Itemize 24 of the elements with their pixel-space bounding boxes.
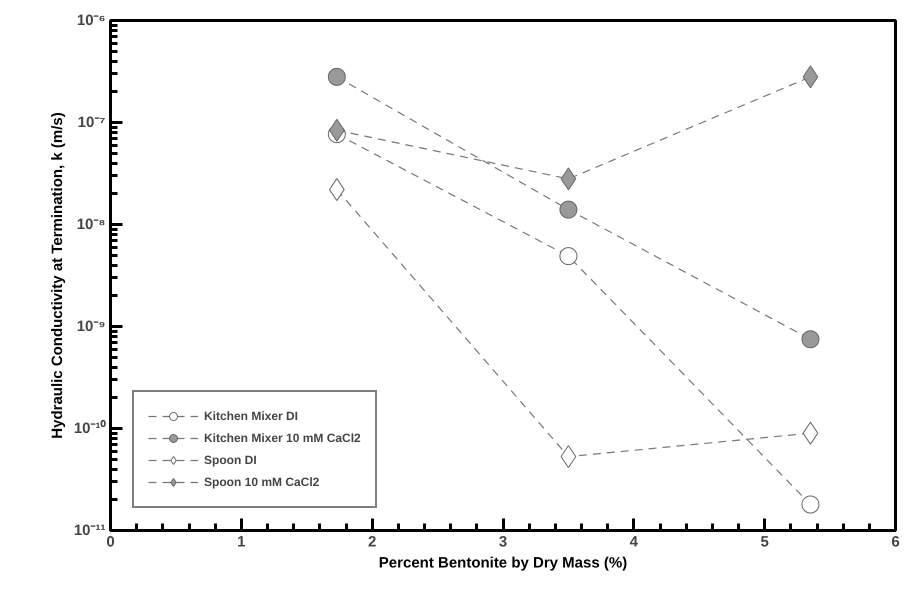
x-tick-label: 3 (498, 534, 508, 550)
point (559, 200, 578, 219)
x-tick-label: 4 (630, 534, 639, 550)
x-tick-label: 1 (237, 534, 246, 550)
x-axis-title: Percent Bentonite by Dry Mass (%) (378, 554, 628, 572)
point (801, 330, 820, 348)
y-axis-title: Hydraulic Conductivity at Termination, k (m/s) (48, 112, 66, 439)
x-tick-label: 2 (368, 534, 376, 550)
x-tick-label: 5 (760, 534, 769, 550)
legend-label: Kitchen Mixer 10 mM CaCl2 (204, 431, 361, 445)
legend-label: Kitchen Mixer DI (204, 409, 298, 423)
x-tick-label: 6 (891, 534, 900, 550)
y-tick-label: 10⁻¹¹ (74, 522, 106, 539)
legend-label: Spoon DI (204, 453, 257, 467)
y-tick-label: 10⁻⁹ (76, 318, 106, 335)
y-tick-label: 10⁻⁶ (76, 12, 106, 29)
y-tick-label: 10⁻⁷ (78, 114, 106, 131)
point (328, 68, 346, 86)
x-tick-label: 0 (106, 534, 115, 550)
y-tick-label: 10⁻⁸ (76, 216, 106, 233)
point (801, 495, 820, 514)
legend-label: Spoon 10 mM CaCl2 (204, 475, 320, 489)
y-tick-label: 10⁻¹⁰ (74, 419, 106, 437)
point (559, 247, 578, 266)
